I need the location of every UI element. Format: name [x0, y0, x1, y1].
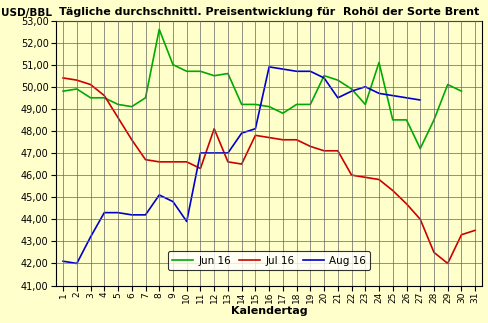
- Jun 16: [128, 105, 134, 109]
- Text: USD/BBL: USD/BBL: [1, 8, 52, 18]
- Jul 16: [156, 160, 162, 164]
- Jun 16: [101, 96, 107, 100]
- Aug 16: [170, 200, 176, 203]
- Jun 16: [362, 102, 367, 106]
- Jun 16: [293, 102, 299, 106]
- Jul 16: [170, 160, 176, 164]
- Jul 16: [238, 162, 244, 166]
- Aug 16: [142, 213, 148, 217]
- X-axis label: Kalendertag: Kalendertag: [230, 306, 307, 316]
- Jul 16: [471, 228, 477, 232]
- Jul 16: [307, 144, 313, 148]
- Aug 16: [60, 259, 66, 263]
- Jun 16: [321, 74, 326, 78]
- Jun 16: [348, 87, 354, 91]
- Aug 16: [389, 94, 395, 98]
- Jun 16: [375, 60, 381, 64]
- Aug 16: [224, 151, 230, 155]
- Jun 16: [238, 102, 244, 106]
- Jul 16: [334, 149, 340, 153]
- Jul 16: [389, 189, 395, 193]
- Jun 16: [142, 96, 148, 100]
- Jul 16: [293, 138, 299, 142]
- Jun 16: [197, 69, 203, 73]
- Aug 16: [334, 96, 340, 100]
- Aug 16: [279, 67, 285, 71]
- Jul 16: [458, 233, 464, 237]
- Jun 16: [74, 87, 80, 91]
- Aug 16: [307, 69, 313, 73]
- Jul 16: [252, 133, 258, 137]
- Aug 16: [74, 262, 80, 266]
- Jun 16: [403, 118, 408, 122]
- Jun 16: [389, 118, 395, 122]
- Jul 16: [375, 178, 381, 182]
- Jul 16: [224, 160, 230, 164]
- Aug 16: [101, 211, 107, 214]
- Jul 16: [60, 76, 66, 80]
- Aug 16: [128, 213, 134, 217]
- Aug 16: [156, 193, 162, 197]
- Jun 16: [334, 78, 340, 82]
- Jun 16: [87, 96, 93, 100]
- Jul 16: [444, 262, 450, 266]
- Jun 16: [444, 83, 450, 87]
- Jul 16: [74, 78, 80, 82]
- Line: Aug 16: Aug 16: [63, 67, 419, 264]
- Jun 16: [156, 27, 162, 31]
- Jul 16: [115, 116, 121, 120]
- Aug 16: [403, 96, 408, 100]
- Aug 16: [115, 211, 121, 214]
- Jul 16: [128, 138, 134, 142]
- Legend: Jun 16, Jul 16, Aug 16: Jun 16, Jul 16, Aug 16: [168, 251, 369, 270]
- Jun 16: [170, 63, 176, 67]
- Aug 16: [197, 151, 203, 155]
- Jun 16: [307, 102, 313, 106]
- Jun 16: [115, 102, 121, 106]
- Aug 16: [265, 65, 271, 69]
- Jun 16: [430, 118, 436, 122]
- Line: Jun 16: Jun 16: [63, 29, 461, 149]
- Aug 16: [321, 76, 326, 80]
- Jun 16: [265, 105, 271, 109]
- Aug 16: [293, 69, 299, 73]
- Aug 16: [238, 131, 244, 135]
- Jul 16: [403, 202, 408, 206]
- Jul 16: [265, 136, 271, 140]
- Jun 16: [183, 69, 189, 73]
- Jul 16: [416, 217, 422, 221]
- Title: Tägliche durchschnittl. Preisentwicklung für  Rohöl der Sorte Brent: Tägliche durchschnittl. Preisentwicklung…: [59, 7, 478, 17]
- Aug 16: [211, 151, 217, 155]
- Jun 16: [60, 89, 66, 93]
- Aug 16: [183, 220, 189, 224]
- Jul 16: [183, 160, 189, 164]
- Aug 16: [416, 98, 422, 102]
- Aug 16: [87, 235, 93, 239]
- Aug 16: [252, 127, 258, 131]
- Jul 16: [348, 173, 354, 177]
- Jul 16: [362, 175, 367, 179]
- Jun 16: [416, 147, 422, 151]
- Aug 16: [362, 85, 367, 89]
- Jul 16: [430, 250, 436, 254]
- Jul 16: [197, 167, 203, 171]
- Jul 16: [211, 127, 217, 131]
- Jul 16: [101, 94, 107, 98]
- Jul 16: [279, 138, 285, 142]
- Jun 16: [458, 89, 464, 93]
- Line: Jul 16: Jul 16: [63, 78, 474, 264]
- Aug 16: [375, 91, 381, 95]
- Jun 16: [224, 72, 230, 76]
- Jul 16: [321, 149, 326, 153]
- Jul 16: [87, 83, 93, 87]
- Jun 16: [211, 74, 217, 78]
- Jun 16: [279, 111, 285, 115]
- Jun 16: [252, 102, 258, 106]
- Jul 16: [142, 158, 148, 162]
- Aug 16: [348, 89, 354, 93]
